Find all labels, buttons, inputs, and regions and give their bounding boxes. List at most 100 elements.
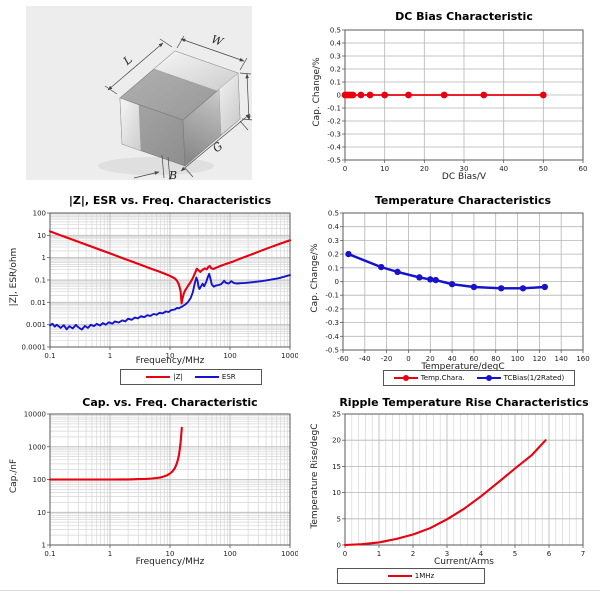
svg-text:100: 100 — [33, 210, 46, 218]
svg-text:140: 140 — [554, 355, 567, 363]
svg-text:1: 1 — [377, 550, 381, 558]
svg-text:100: 100 — [223, 550, 236, 558]
svg-text:10000: 10000 — [24, 411, 46, 419]
svg-text:0: 0 — [337, 542, 341, 550]
svg-text:100: 100 — [511, 355, 524, 363]
dim-label-band: B — [168, 169, 177, 180]
svg-text:50: 50 — [539, 165, 548, 173]
svg-text:0.1: 0.1 — [44, 352, 55, 360]
svg-text:0.3: 0.3 — [328, 237, 339, 245]
svg-text:80: 80 — [491, 355, 500, 363]
chart-title: Ripple Temperature Rise Characteristics — [339, 396, 589, 409]
svg-text:-0.1: -0.1 — [325, 292, 339, 300]
svg-text:1: 1 — [42, 254, 46, 262]
chart-impedance-esr: |Z|, ESR vs. Freq. Characteristics |Z|, … — [2, 192, 298, 388]
svg-text:1000: 1000 — [281, 550, 298, 558]
chart-dc-bias: DC Bias Characteristic Cap. Change/% 0 10… — [300, 2, 598, 190]
svg-text:0: 0 — [343, 550, 347, 558]
svg-text:10: 10 — [37, 509, 46, 517]
svg-text:0.2: 0.2 — [328, 251, 339, 259]
chart-title: Cap. vs. Freq. Characteristic — [82, 396, 258, 409]
svg-text:3: 3 — [445, 550, 449, 558]
svg-text:60: 60 — [469, 355, 478, 363]
svg-text:-0.3: -0.3 — [325, 319, 339, 327]
svg-text:-20: -20 — [381, 355, 392, 363]
svg-text:0: 0 — [343, 165, 347, 173]
svg-text:40: 40 — [499, 165, 508, 173]
svg-text:0.5: 0.5 — [330, 27, 341, 35]
svg-text:10: 10 — [166, 550, 175, 558]
svg-text:15: 15 — [332, 463, 341, 471]
svg-text:0: 0 — [406, 355, 410, 363]
legend-entry: 1MHz — [387, 572, 434, 581]
plot-area: 0.1 1 10 100 1000 0.0001 0.001 0.01 0.1 1 10 100 — [22, 210, 299, 361]
svg-text:0: 0 — [335, 278, 339, 286]
svg-text:0.2: 0.2 — [330, 66, 341, 74]
svg-text:0.0001: 0.0001 — [22, 344, 47, 352]
svg-text:30: 30 — [460, 165, 469, 173]
svg-text:0.01: 0.01 — [30, 299, 46, 307]
capacitor-diagram: L W T G B — [98, 33, 252, 180]
svg-text:0.3: 0.3 — [330, 53, 341, 61]
svg-text:2: 2 — [411, 550, 415, 558]
svg-text:4: 4 — [479, 550, 484, 558]
x-axis-label: Frequency/MHz — [135, 356, 205, 366]
svg-text:0: 0 — [337, 92, 341, 100]
svg-text:100: 100 — [223, 352, 236, 360]
chart-cap-freq: Cap. vs. Freq. Characteristic Cap./nF 0.… — [2, 392, 298, 578]
svg-text:0.1: 0.1 — [328, 264, 339, 272]
svg-text:1000: 1000 — [281, 352, 298, 360]
svg-text:-0.2: -0.2 — [327, 118, 341, 126]
svg-text:7: 7 — [581, 550, 585, 558]
svg-text:40: 40 — [448, 355, 457, 363]
dim-label-width: W — [210, 33, 227, 50]
svg-text:0.5: 0.5 — [328, 210, 339, 218]
legend: |Z| ESR — [120, 369, 262, 385]
svg-text:0.4: 0.4 — [328, 223, 340, 231]
x-axis-label: DC Bias/V — [441, 172, 487, 182]
svg-text:-0.3: -0.3 — [327, 131, 341, 139]
legend: 1MHz — [337, 568, 485, 584]
plot-area: 0 1 2 3 4 5 6 7 0 5 10 15 20 25 — [332, 411, 585, 559]
svg-text:10: 10 — [332, 489, 341, 497]
svg-text:1: 1 — [108, 550, 112, 558]
svg-text:20: 20 — [420, 165, 429, 173]
svg-text:20: 20 — [426, 355, 435, 363]
legend: Temp.Chara. TCBias(1/2Rated) — [383, 370, 575, 386]
svg-text:5: 5 — [337, 515, 341, 523]
plot-area: 0 10 20 30 40 50 60 -0.5 -0.4 -0.3 -0.2 -0.1 0 0.1 0.2… — [327, 27, 588, 174]
svg-text:-0.5: -0.5 — [327, 157, 341, 165]
svg-text:1: 1 — [108, 352, 112, 360]
legend-entry: ESR — [194, 373, 236, 382]
svg-text:20: 20 — [332, 437, 341, 445]
legend-entry: Temp.Chara. — [393, 374, 465, 383]
x-axis-label: Frequency/MHz — [135, 557, 205, 567]
svg-text:-0.1: -0.1 — [327, 105, 341, 113]
svg-text:1: 1 — [42, 542, 46, 550]
svg-text:1000: 1000 — [28, 443, 46, 451]
x-axis-label: Temperature/degC — [421, 362, 505, 372]
chip-shadow — [98, 157, 214, 175]
chart-title: DC Bias Characteristic — [395, 10, 533, 23]
svg-text:6: 6 — [547, 550, 552, 558]
svg-text:-0.5: -0.5 — [325, 347, 339, 355]
chip-termination-front — [119, 97, 142, 152]
svg-text:60: 60 — [579, 165, 588, 173]
chart-ripple-rise: Ripple Temperature Rise Characteristics … — [300, 392, 598, 596]
svg-text:25: 25 — [332, 411, 341, 419]
svg-text:10: 10 — [380, 165, 389, 173]
plot-area: -60 -40 -20 0 20 40 60 80 100 120 140 160 -0.5 -0.4 -0… — [325, 210, 589, 364]
svg-text:0.4: 0.4 — [330, 40, 342, 48]
dim-label-length: L — [120, 53, 135, 68]
x-axis-label: Current/Arms — [434, 557, 494, 567]
svg-text:-0.2: -0.2 — [325, 305, 339, 313]
svg-text:5: 5 — [513, 550, 517, 558]
svg-text:160: 160 — [576, 355, 589, 363]
svg-text:0.1: 0.1 — [330, 79, 341, 87]
svg-text:10: 10 — [166, 352, 175, 360]
svg-text:-0.4: -0.4 — [327, 144, 341, 152]
svg-text:0.1: 0.1 — [35, 277, 46, 285]
component-diagram-panel: L W T G B — [26, 6, 252, 180]
chart-title: |Z|, ESR vs. Freq. Characteristics — [68, 194, 272, 207]
